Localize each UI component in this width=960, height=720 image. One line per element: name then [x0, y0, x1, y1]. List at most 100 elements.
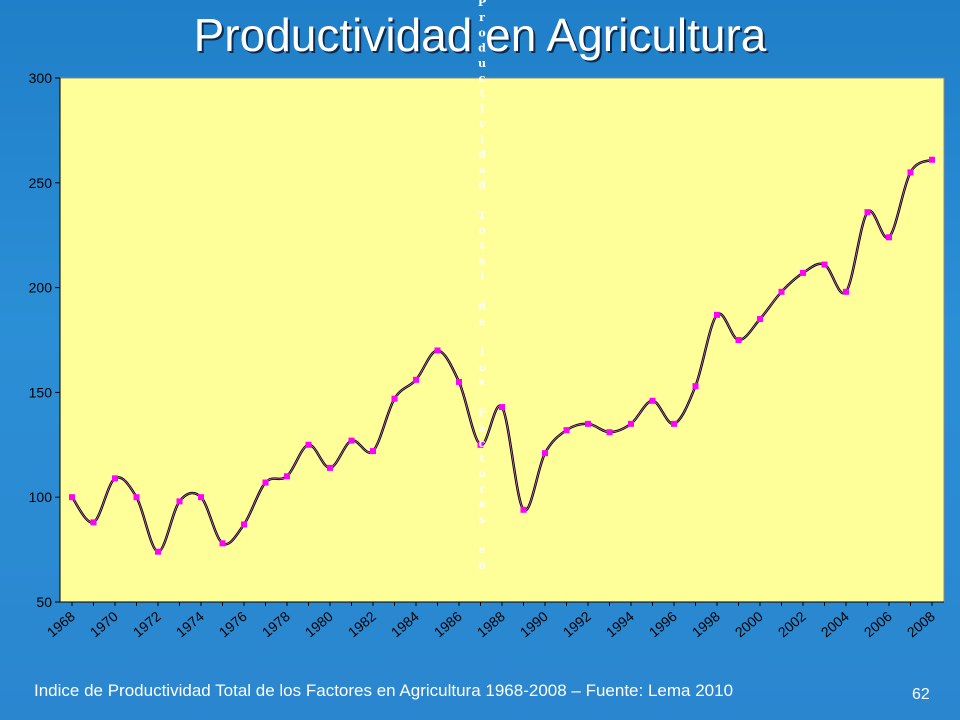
vertical-overlay-char: a [478, 422, 485, 435]
data-point [90, 519, 97, 526]
vertical-overlay-text: Productividad Total de los Factores en [478, 0, 487, 571]
y-tick-label: 100 [29, 489, 53, 505]
vertical-overlay-char: e [479, 498, 486, 511]
data-point [520, 506, 527, 513]
data-point [434, 347, 441, 354]
vertical-overlay-char: o [478, 361, 485, 374]
data-point [198, 494, 204, 501]
data-point [348, 437, 355, 444]
vertical-overlay-char: d [478, 42, 486, 55]
vertical-overlay-char: s [479, 513, 485, 526]
data-point [929, 156, 935, 163]
x-tick-label: 1996 [646, 608, 680, 640]
data-point [821, 261, 828, 268]
data-point [413, 376, 419, 383]
page-number: 62 [912, 686, 930, 703]
slide-title: Productividad en Agricultura [193, 9, 767, 61]
data-point [456, 378, 462, 385]
vertical-overlay-char: o [478, 224, 485, 237]
vertical-overlay-char: c [479, 437, 486, 450]
data-point [671, 420, 677, 427]
chart-caption: Indice de Productividad Total de los Fac… [34, 681, 734, 700]
x-tick-label: 1974 [173, 608, 207, 640]
vertical-overlay-char: i [480, 133, 484, 146]
data-point [155, 548, 161, 555]
vertical-overlay-char: l [480, 270, 484, 283]
y-tick-label: 50 [36, 594, 52, 610]
x-tick-label: 1978 [259, 608, 293, 640]
x-tick-label: 1998 [689, 608, 723, 640]
data-point [563, 427, 570, 434]
vertical-overlay-char: t [479, 452, 485, 465]
vertical-overlay-char: P [478, 0, 486, 9]
data-point [133, 494, 140, 501]
y-axis: 50 100 150 200 250 300 [29, 70, 61, 610]
data-point [864, 209, 871, 216]
vertical-overlay-char: F [478, 406, 486, 419]
data-point [886, 234, 892, 241]
data-point [714, 311, 720, 318]
vertical-overlay-char: o [478, 467, 485, 480]
data-point [843, 288, 849, 295]
vertical-overlay-char: c [479, 72, 486, 85]
data-point [692, 383, 699, 390]
data-point [757, 316, 763, 323]
vertical-overlay-char: t [479, 87, 485, 100]
vertical-overlay-char: d [478, 148, 486, 161]
x-tick-label: 2008 [904, 608, 938, 640]
vertical-overlay-char: r [479, 11, 485, 24]
data-point [606, 429, 613, 436]
vertical-overlay-char: t [479, 239, 485, 252]
x-tick-label: 1994 [603, 608, 637, 640]
x-tick-label: 1990 [517, 608, 551, 640]
y-tick-label: 250 [29, 175, 53, 191]
vertical-overlay-char: o [478, 26, 485, 39]
x-tick-label: 1984 [388, 608, 422, 640]
x-tick-label: 1986 [431, 608, 465, 640]
data-point [585, 420, 591, 427]
data-point [778, 288, 785, 295]
vertical-overlay-char: a [478, 254, 485, 267]
vertical-overlay-char: l [480, 346, 484, 359]
data-point [370, 448, 376, 455]
vertical-overlay-char: a [478, 163, 485, 176]
y-tick-label: 200 [29, 280, 53, 296]
vertical-overlay-char: e [479, 543, 486, 556]
data-point [800, 269, 806, 276]
x-tick-label: 1980 [302, 608, 336, 640]
x-tick-label: 1968 [44, 608, 78, 640]
vertical-overlay-char: i [480, 102, 484, 115]
data-point [477, 441, 484, 448]
vertical-overlay-char: u [478, 57, 486, 70]
x-tick-label: 2000 [732, 608, 766, 640]
data-point [907, 169, 914, 176]
vertical-overlay-char: v [478, 118, 486, 131]
series-layer [69, 156, 935, 555]
x-tick-label: 1972 [130, 608, 164, 640]
vertical-overlay-char: s [479, 376, 485, 389]
data-point [391, 395, 398, 402]
vertical-overlay-char: d [478, 300, 486, 313]
x-tick-label: 1976 [216, 608, 250, 640]
vertical-overlay-char: d [478, 178, 486, 191]
x-tick-label: 2002 [775, 608, 809, 640]
vertical-overlay-char: n [478, 558, 486, 571]
data-point [628, 420, 634, 427]
data-point [112, 475, 118, 482]
y-tick-label: 300 [29, 70, 53, 86]
plot-area [59, 77, 945, 603]
data-point [305, 441, 312, 448]
data-point [241, 521, 247, 528]
y-tick-label: 150 [29, 384, 53, 400]
x-tick-label: 1970 [87, 608, 121, 640]
x-tick-label: 2004 [818, 608, 852, 640]
x-tick-label: 1988 [474, 608, 508, 640]
line-chart: 50 100 150 200 250 300 1968 1970 1972 1974 1976 19… [28, 0, 945, 641]
data-point [219, 540, 226, 547]
vertical-overlay-char: T [478, 209, 487, 222]
data-point [262, 479, 269, 486]
data-point [542, 450, 548, 457]
data-point [735, 337, 742, 343]
data-point [499, 404, 505, 411]
data-point [284, 473, 290, 480]
